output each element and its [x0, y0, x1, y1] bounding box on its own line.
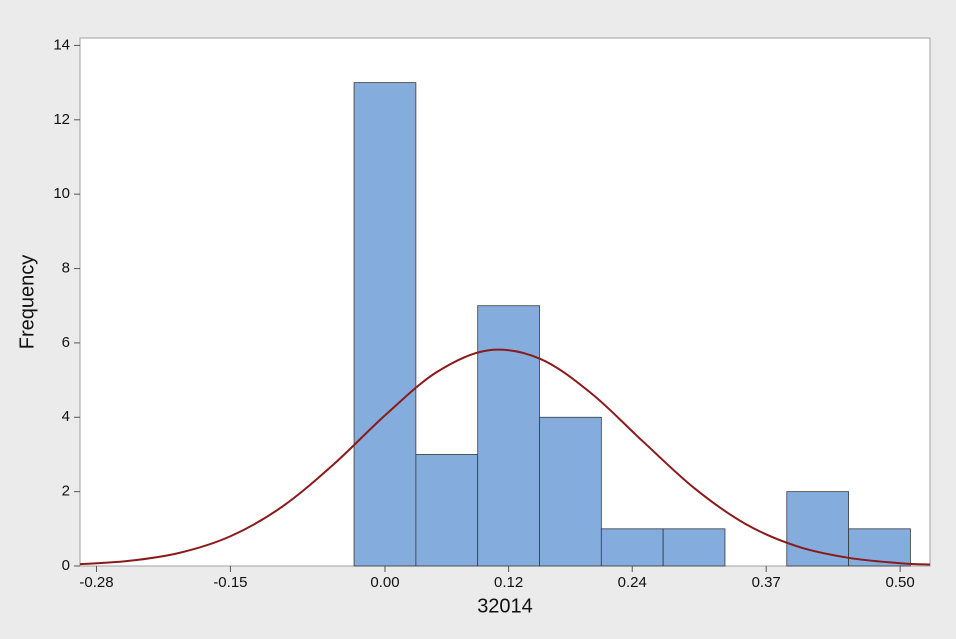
x-tick-label: 0.12 [494, 574, 523, 591]
y-tick-label: 0 [62, 557, 70, 574]
y-tick-label: 10 [53, 185, 70, 202]
fit-curve [80, 348, 930, 566]
y-tick-label: 8 [62, 260, 70, 277]
y-tick-label: 6 [62, 334, 70, 351]
x-tick-label: -0.28 [79, 574, 113, 591]
y-tick-label: 2 [62, 483, 70, 500]
bar [786, 491, 850, 567]
bar [353, 82, 417, 567]
x-axis-title: 32014 [477, 595, 533, 617]
y-axis-title: Frequency [16, 255, 38, 350]
x-tick-label: 0.00 [370, 574, 399, 591]
bar [848, 528, 911, 567]
bar [477, 305, 540, 567]
bar [415, 454, 479, 567]
bar [539, 416, 602, 567]
bar [600, 528, 664, 567]
bar [662, 528, 726, 567]
x-tick-label: 0.37 [752, 574, 781, 591]
x-tick-label: 0.50 [886, 574, 915, 591]
y-tick-label: 12 [53, 111, 70, 128]
y-tick-label: 4 [62, 408, 70, 425]
x-tick-label: -0.15 [213, 574, 247, 591]
x-tick-label: 0.24 [618, 574, 647, 591]
y-tick-label: 14 [53, 36, 70, 53]
